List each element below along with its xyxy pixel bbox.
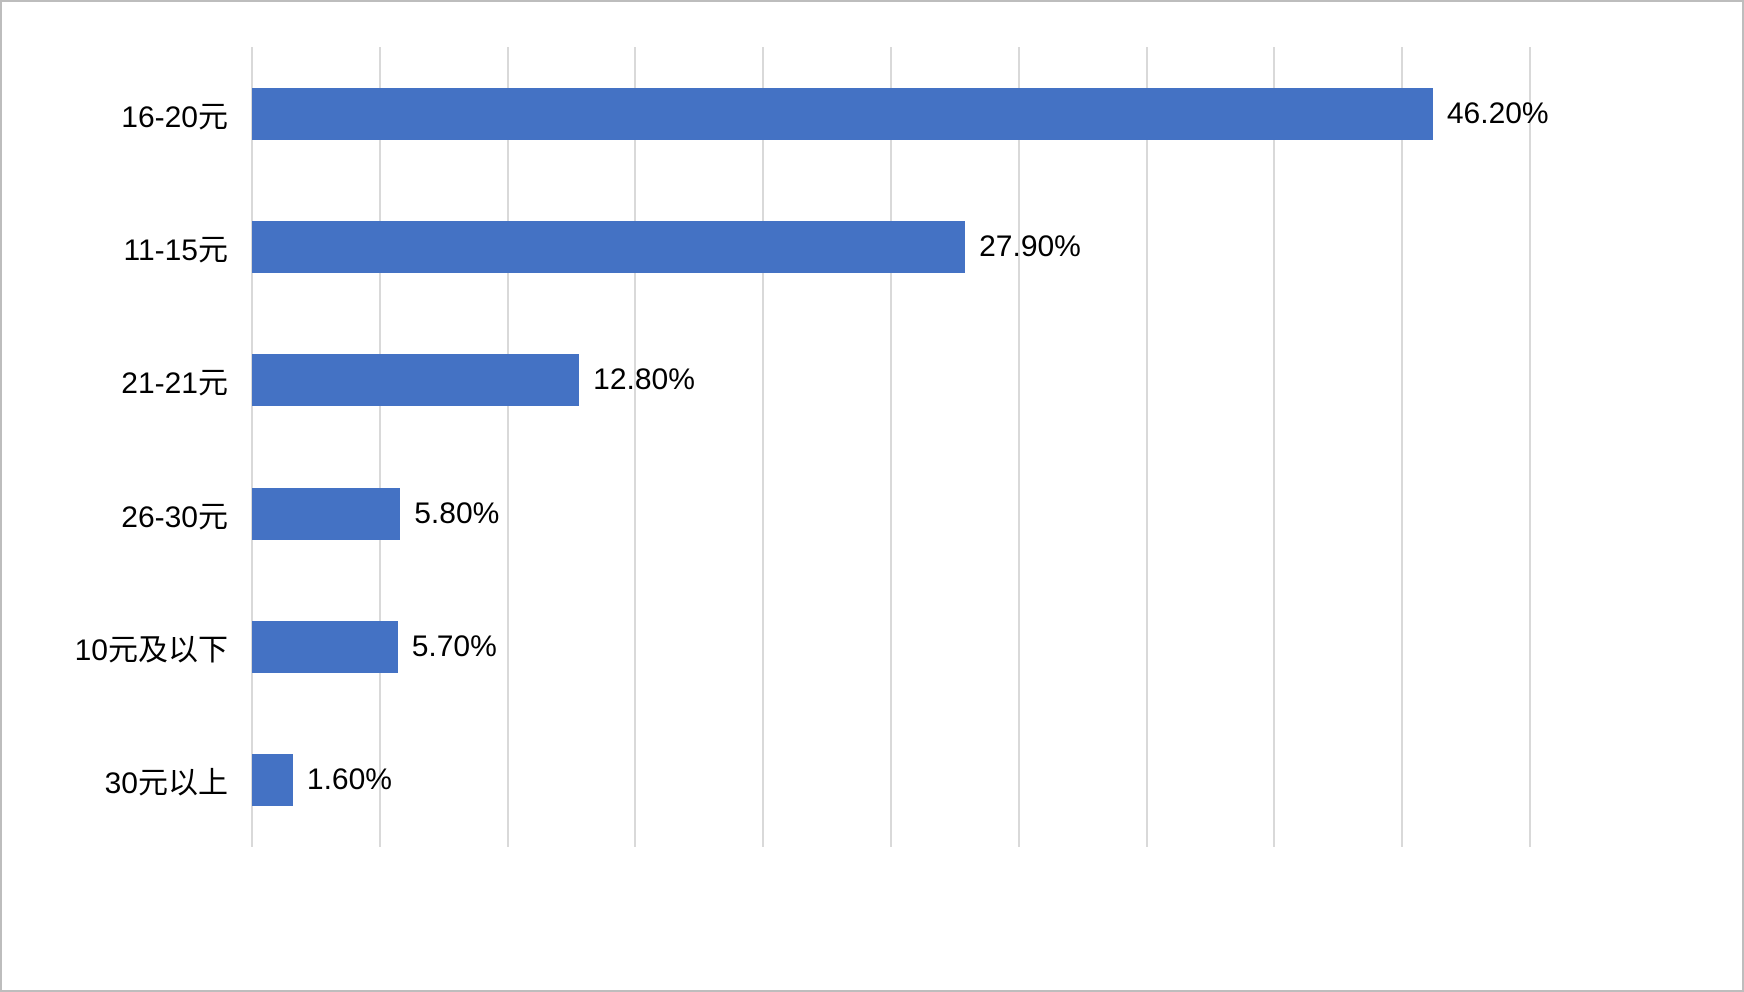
value-label: 1.60% [306, 763, 392, 797]
bar-rows: 16-20元 46.20% 11-15元 27.90% 21-21元 12.80% 26-3… [75, 47, 1549, 847]
gridline [1529, 47, 1531, 847]
category-label: 11-15元 [123, 233, 228, 267]
bar [252, 487, 401, 540]
gridline [634, 47, 637, 847]
bar [252, 87, 1433, 140]
category-label: 16-20元 [121, 100, 228, 134]
value-label: 27.90% [979, 229, 1081, 263]
gridline [506, 47, 509, 847]
bar [252, 620, 398, 673]
category-label: 26-30元 [121, 500, 228, 534]
bar-row: 11-15元 27.90% [123, 220, 1530, 273]
gridline [762, 47, 765, 847]
bar-row: 26-30元 5.80% [121, 487, 1530, 540]
bar-row: 10元及以下 5.70% [75, 620, 1530, 673]
gridline [1145, 47, 1148, 847]
value-label: 46.20% [1446, 96, 1549, 130]
category-label: 21-21元 [121, 367, 228, 401]
plot-area: 16-20元 46.20% 11-15元 27.90% 21-21元 12.80% 26-3… [75, 47, 1549, 847]
bar [252, 754, 293, 807]
category-label: 30元以上 [104, 767, 228, 801]
gridline [1017, 47, 1020, 847]
bar-row: 21-21元 12.80% [121, 354, 1530, 407]
gridline [1401, 47, 1404, 847]
bar [252, 354, 580, 407]
gridline [890, 47, 892, 847]
value-label: 5.80% [414, 496, 500, 530]
value-label: 5.70% [411, 629, 497, 663]
bar-row: 30元以上 1.60% [105, 754, 1530, 807]
gridline [1273, 47, 1276, 847]
bar-row: 16-20元 46.20% [121, 87, 1549, 140]
bar [252, 220, 966, 273]
gridlines [251, 47, 1531, 847]
gridline [251, 47, 253, 847]
gridline [378, 47, 381, 847]
category-label: 10元及以下 [74, 633, 228, 667]
value-label: 12.80% [593, 363, 695, 397]
